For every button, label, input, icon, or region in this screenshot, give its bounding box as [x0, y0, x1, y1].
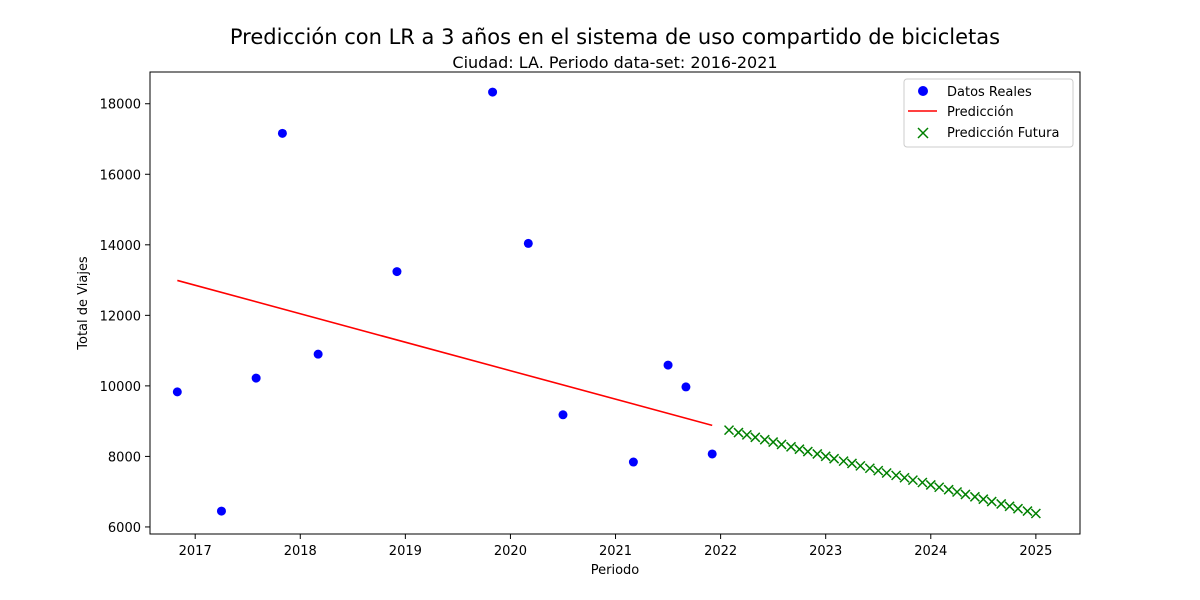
future-prediction-point [812, 448, 823, 459]
x-tick-label: 2018 [284, 544, 317, 559]
future-prediction-point [969, 491, 980, 502]
y-axis-ticks: 6000 8000 10000 12000 14000 16000 18000 [100, 98, 150, 536]
future-prediction-point [960, 489, 971, 500]
future-prediction-point [759, 434, 770, 445]
x-tick-label: 2020 [494, 544, 527, 559]
future-prediction-point [978, 494, 989, 505]
future-prediction-point [838, 456, 849, 467]
real-data-point [277, 128, 287, 138]
y-tick-label: 8000 [108, 450, 141, 465]
real-data-point [488, 87, 498, 97]
x-tick-label: 2024 [914, 544, 947, 559]
x-axis-ticks: 2017 2018 2019 2020 2021 2022 2023 2024 2025 [179, 534, 1052, 559]
x-tick-label: 2019 [389, 544, 422, 559]
future-prediction-point [925, 479, 936, 490]
x-tick-label: 2017 [179, 544, 212, 559]
y-tick-label: 18000 [100, 98, 141, 113]
legend-label-datos-reales: Datos Reales [947, 85, 1032, 100]
future-prediction-point [776, 439, 787, 450]
future-prediction-point [907, 475, 918, 486]
real-data-point [313, 349, 323, 359]
future-prediction-point [1022, 506, 1033, 517]
future-prediction-point [996, 498, 1007, 509]
future-prediction-point [943, 484, 954, 495]
real-data-point [523, 238, 533, 248]
y-tick-label: 14000 [100, 239, 141, 254]
legend-marker-prediccion-futura [917, 127, 929, 139]
real-data-point [392, 267, 402, 277]
legend: Datos Reales Predicción Predicción Futur… [903, 78, 1074, 148]
y-tick-label: 6000 [108, 521, 141, 536]
real-data-point [707, 449, 717, 459]
future-prediction-point [785, 441, 797, 452]
y-tick-label: 10000 [100, 380, 141, 395]
future-prediction-point [891, 470, 902, 481]
future-prediction-point [864, 463, 875, 474]
x-tick-label: 2023 [809, 544, 842, 559]
future-prediction-point [846, 458, 857, 469]
real-data-point [558, 410, 568, 420]
y-axis-label: Total de Viajes [76, 256, 91, 351]
future-prediction-point [873, 465, 884, 476]
future-prediction-point [881, 467, 892, 479]
future-prediction-point [802, 446, 813, 457]
plot-area [172, 87, 1041, 519]
legend-box [903, 78, 1074, 148]
real-data-point [681, 382, 691, 392]
future-prediction-point [750, 432, 761, 443]
y-tick-label: 16000 [100, 168, 141, 183]
real-data-point [216, 506, 226, 516]
future-prediction-point [1004, 501, 1015, 512]
real-data-point [172, 387, 182, 397]
real-data-point [628, 457, 638, 467]
y-tick-label: 12000 [100, 309, 141, 324]
future-prediction-point [917, 477, 928, 488]
legend-label-prediccion: Predicción [947, 105, 1014, 120]
future-prediction-point [986, 496, 997, 507]
legend-label-prediccion-futura: Predicción Futura [947, 126, 1059, 141]
x-tick-label: 2025 [1019, 544, 1052, 559]
future-prediction-point [741, 429, 752, 440]
future-prediction-point [899, 472, 910, 483]
x-tick-label: 2022 [704, 544, 737, 559]
future-prediction-point [768, 437, 779, 448]
future-prediction-point [820, 451, 831, 462]
x-axis-label: Periodo [591, 563, 640, 578]
future-prediction-point [952, 487, 963, 498]
chart-title: Predicción con LR a 3 años en el sistema… [230, 25, 1000, 49]
real-data-point [251, 373, 261, 383]
chart-subtitle: Ciudad: LA. Periodo data-set: 2016-2021 [452, 53, 777, 72]
x-tick-label: 2021 [599, 544, 632, 559]
future-prediction-point [723, 425, 735, 436]
future-prediction-point [855, 460, 866, 471]
future-prediction-point [829, 453, 840, 464]
real-data-point [663, 360, 673, 370]
legend-marker-datos-reales [918, 86, 928, 96]
future-prediction-point [733, 427, 744, 438]
future-prediction-point [1012, 503, 1024, 514]
future-prediction-point [1030, 508, 1041, 519]
plot-frame [149, 71, 1081, 535]
prediction-line [177, 279, 713, 427]
future-prediction-point [934, 482, 945, 493]
future-prediction-point [794, 444, 805, 455]
